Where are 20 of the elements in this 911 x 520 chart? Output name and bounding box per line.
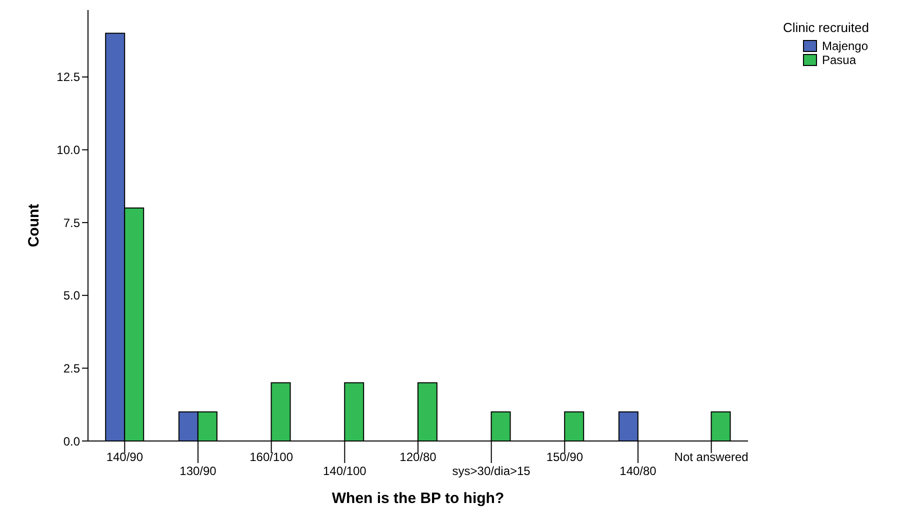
y-tick-label: 2.5 (63, 361, 80, 376)
x-tick-label: 140/100 (322, 464, 367, 478)
y-tick-label: 0.0 (63, 434, 80, 448)
x-tick-label: 140/80 (620, 464, 657, 478)
x-tick-label: 160/100 (250, 450, 294, 464)
x-tick-label: Not answered (674, 450, 748, 464)
y-tick-label: 10.0 (56, 143, 80, 158)
x-tick-label: 150/90 (546, 450, 584, 464)
y-tick-label: 5.0 (63, 288, 80, 303)
x-tick-label: 140/90 (106, 450, 144, 464)
y-tick-label: 7.5 (63, 216, 80, 230)
y-tick-label: 12.5 (56, 70, 80, 84)
legend-title: Clinic recruited (783, 20, 869, 35)
x-tick-label: 130/90 (180, 464, 217, 478)
x-tick-label: sys>30/dia>15 (452, 464, 531, 478)
y-axis-title: Count (25, 204, 42, 248)
legend-label: Majengo (821, 39, 869, 53)
x-axis-title: When is the BP to high? (332, 490, 504, 507)
x-tick-label: 120/80 (400, 450, 437, 464)
legend-label: Pasua (821, 53, 858, 67)
